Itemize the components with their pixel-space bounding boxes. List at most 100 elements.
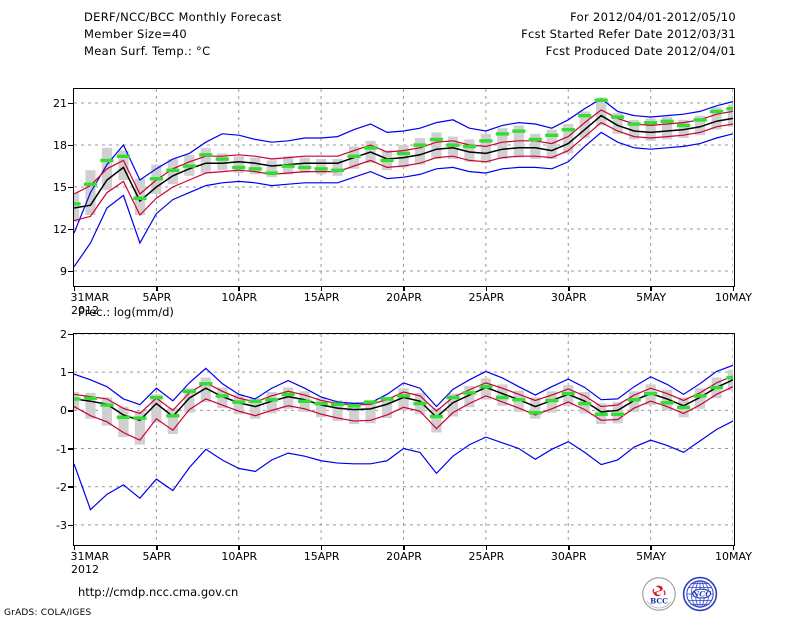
median-marker [462, 391, 476, 395]
x-axis-tick-label: 30APR [550, 550, 587, 563]
spread-box [645, 118, 656, 141]
x-axis-year-label: 2012 [71, 563, 99, 576]
median-marker [380, 397, 394, 401]
median-marker [83, 396, 98, 400]
median-marker [347, 404, 361, 408]
median-marker [413, 401, 427, 406]
ncc-logo-graphic: NCC [682, 576, 718, 612]
median-marker [545, 398, 559, 403]
spread-box [480, 133, 491, 164]
spread-box [283, 387, 294, 409]
x-axis-tick [156, 285, 158, 291]
median-marker [331, 168, 345, 172]
spread-box [398, 145, 409, 168]
x-axis-tick-label: 10APR [221, 550, 258, 563]
spread-box [546, 129, 557, 159]
x-axis-tick-label: 5APR [142, 550, 172, 563]
header-forecast-period: For 2012/04/01-2012/05/10 [570, 10, 736, 24]
header-title: DERF/NCC/BCC Monthly Forecast [84, 10, 282, 24]
spread-box [727, 104, 733, 127]
y-axis-tick [68, 186, 73, 189]
footer-url[interactable]: http://cmdp.ncc.cma.gov.cn [78, 585, 239, 599]
median-marker [314, 401, 328, 406]
median-marker [133, 416, 147, 420]
spread-box [563, 124, 574, 154]
precipitation-plot-frame [73, 333, 735, 546]
y-axis-tick [68, 410, 73, 412]
y-axis-tick-label: 12 [53, 223, 67, 236]
median-marker [594, 412, 608, 416]
median-marker [429, 414, 444, 419]
median-marker [182, 164, 196, 168]
spread-box [381, 396, 393, 418]
spread-box [101, 397, 113, 426]
spread-box [332, 400, 343, 422]
median-marker [116, 415, 131, 420]
median-marker [232, 400, 246, 404]
median-marker [528, 411, 542, 415]
y-axis-tick [68, 371, 73, 374]
spread-box [579, 111, 590, 138]
spread-box [497, 384, 508, 406]
spread-box [629, 391, 640, 412]
series-line-max [74, 98, 733, 234]
spread-box [530, 133, 541, 159]
y-axis-tick [68, 333, 73, 336]
spread-box [464, 385, 475, 408]
series-line-q75 [74, 375, 733, 415]
y-axis-tick [68, 486, 73, 489]
median-marker [644, 121, 658, 125]
spread-box [365, 401, 376, 424]
spread-box [266, 160, 277, 178]
median-marker [512, 398, 526, 402]
median-marker [545, 133, 559, 137]
x-axis-tick-label: 25APR [468, 291, 505, 304]
spread-box [233, 394, 244, 415]
median-marker [298, 399, 312, 403]
median-marker [133, 196, 147, 200]
spread-box [316, 397, 327, 418]
median-marker [446, 143, 460, 147]
median-marker [578, 401, 592, 406]
median-marker [100, 158, 114, 163]
x-axis-tick [732, 285, 735, 291]
median-marker [726, 375, 733, 380]
median-marker [265, 398, 279, 402]
x-axis-tick [73, 544, 76, 550]
y-axis-tick-label: -3 [56, 518, 67, 532]
median-marker [363, 400, 378, 404]
spread-box [661, 117, 673, 140]
spread-box [530, 397, 541, 419]
median-marker [693, 118, 707, 122]
spread-box [414, 138, 426, 165]
spread-box [497, 128, 508, 159]
x-axis-tick-label: 5MAY [636, 291, 667, 304]
spread-box [200, 377, 211, 402]
median-marker [627, 122, 641, 126]
temperature-plot-frame [73, 88, 735, 287]
y-axis-tick-label: 1 [60, 366, 67, 380]
median-marker [298, 165, 312, 170]
median-marker [726, 107, 733, 111]
x-axis-tick-label: 15APR [303, 291, 340, 304]
y-axis-tick-label: 0 [60, 404, 67, 418]
y-axis-tick-label: -2 [56, 480, 67, 494]
median-marker [627, 398, 641, 402]
spread-box [563, 385, 574, 406]
x-axis-tick-label: 25APR [468, 550, 505, 563]
spread-box [118, 150, 129, 180]
x-axis-tick-label: 10MAY [715, 550, 752, 563]
bcc-logo-graphic: BCC [642, 577, 676, 611]
spread-box [431, 132, 442, 159]
y-axis-tick-label: 18 [53, 139, 67, 152]
series-line-min [74, 420, 733, 511]
x-axis-tick-label: 5MAY [636, 550, 667, 563]
median-marker [248, 167, 262, 171]
median-marker [676, 405, 691, 410]
median-marker [347, 154, 361, 158]
x-axis-tick [238, 544, 241, 550]
bcc-logo: BCC [641, 576, 677, 612]
median-marker [709, 109, 724, 114]
precipitation-plot-canvas [74, 334, 733, 544]
